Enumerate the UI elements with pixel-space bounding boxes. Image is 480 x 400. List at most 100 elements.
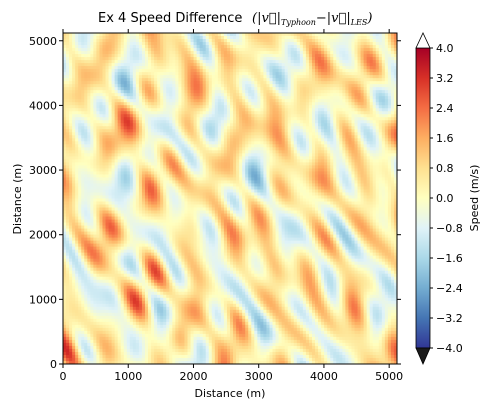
heatmap-cell xyxy=(369,138,374,142)
heatmap-cell xyxy=(366,108,371,112)
heatmap-cell xyxy=(348,84,352,88)
heatmap-cell xyxy=(75,120,79,124)
heatmap-cell xyxy=(263,144,267,148)
heatmap-cell xyxy=(351,111,355,115)
heatmap-cell xyxy=(72,39,76,43)
heatmap-cell xyxy=(299,129,304,133)
heatmap-cell xyxy=(190,165,194,169)
heatmap-cell xyxy=(305,87,310,91)
heatmap-cell xyxy=(263,162,267,166)
heatmap-cell xyxy=(290,60,295,64)
heatmap-cell xyxy=(117,75,122,79)
heatmap-cell xyxy=(375,105,380,109)
heatmap-cell xyxy=(208,39,213,43)
heatmap-cell xyxy=(296,57,301,61)
heatmap-cell xyxy=(239,150,243,154)
heatmap-cell xyxy=(138,168,143,172)
heatmap-cell xyxy=(144,78,149,82)
heatmap-cell xyxy=(345,102,349,106)
heatmap-cell xyxy=(266,39,270,43)
heatmap-cell xyxy=(193,51,197,55)
heatmap-cell xyxy=(236,141,240,145)
heatmap-cell xyxy=(141,72,146,76)
heatmap-cell xyxy=(202,99,207,103)
heatmap-cell xyxy=(105,69,109,73)
heatmap-cell xyxy=(330,117,334,121)
heatmap-cell xyxy=(78,54,82,58)
heatmap-cell xyxy=(148,42,152,46)
heatmap-cell xyxy=(126,33,131,37)
heatmap-cell xyxy=(154,168,158,172)
heatmap-cell xyxy=(138,144,143,148)
heatmap-cell xyxy=(93,39,97,43)
heatmap-cell xyxy=(293,72,298,76)
heatmap-cell xyxy=(236,78,240,82)
heatmap-cell xyxy=(321,162,325,166)
heatmap-cell xyxy=(199,51,204,55)
heatmap-cell xyxy=(184,90,188,94)
heatmap-cell xyxy=(163,81,167,85)
heatmap-cell xyxy=(141,156,146,160)
heatmap-cell xyxy=(123,153,128,157)
heatmap-cell xyxy=(66,96,70,100)
heatmap-cell xyxy=(120,99,125,103)
heatmap-cell xyxy=(360,156,364,160)
heatmap-cell xyxy=(66,39,70,43)
heatmap-cell xyxy=(144,168,149,172)
heatmap-cell xyxy=(202,105,207,109)
heatmap-cell xyxy=(324,126,328,130)
heatmap-cell xyxy=(154,84,158,88)
heatmap-cell xyxy=(339,144,343,148)
heatmap-cell xyxy=(290,42,295,46)
heatmap-cell xyxy=(266,123,270,127)
heatmap-cell xyxy=(381,135,386,139)
heatmap-cell xyxy=(111,69,116,73)
heatmap-cell xyxy=(117,63,122,67)
heatmap-cell xyxy=(190,156,194,160)
heatmap-cell xyxy=(63,99,67,103)
heatmap-cell xyxy=(366,51,371,55)
heatmap-cell xyxy=(123,72,128,76)
heatmap-cell xyxy=(211,102,216,106)
heatmap-cell xyxy=(199,111,204,115)
heatmap-cell xyxy=(214,126,219,130)
heatmap-cell xyxy=(190,147,194,151)
heatmap-cell xyxy=(330,126,334,130)
heatmap-cell xyxy=(305,42,310,46)
heatmap-cell xyxy=(245,108,249,112)
heatmap-cell xyxy=(248,63,252,67)
heatmap-cell xyxy=(321,165,325,169)
heatmap-cell xyxy=(293,84,298,88)
heatmap-cell xyxy=(114,153,119,157)
heatmap-cell xyxy=(372,39,377,43)
heatmap-cell xyxy=(251,39,255,43)
heatmap-cell xyxy=(281,45,286,49)
heatmap-cell xyxy=(211,87,216,91)
heatmap-cell xyxy=(281,141,286,145)
heatmap-cell xyxy=(66,138,70,142)
heatmap-cell xyxy=(378,57,383,61)
heatmap-cell xyxy=(202,57,207,61)
heatmap-cell xyxy=(242,63,246,67)
heatmap-cell xyxy=(233,66,237,70)
heatmap-cell xyxy=(202,93,207,97)
heatmap-cell xyxy=(360,75,364,79)
heatmap-cell xyxy=(302,87,307,91)
heatmap-cell xyxy=(93,78,97,82)
heatmap-cell xyxy=(311,39,316,43)
heatmap-cell xyxy=(199,81,204,85)
heatmap-cell xyxy=(211,138,216,142)
heatmap-cell xyxy=(129,129,134,133)
heatmap-cell xyxy=(254,120,258,124)
heatmap-cell xyxy=(90,138,94,142)
heatmap-cell xyxy=(84,66,88,70)
heatmap-cell xyxy=(172,156,176,160)
heatmap-cell xyxy=(242,141,246,145)
heatmap-cell xyxy=(120,72,125,76)
heatmap-cell xyxy=(372,81,377,85)
heatmap-cell xyxy=(154,105,158,109)
heatmap-cell xyxy=(105,90,109,94)
heatmap-cell xyxy=(324,78,328,82)
heatmap-cell xyxy=(330,141,334,145)
heatmap-cell xyxy=(311,111,316,115)
